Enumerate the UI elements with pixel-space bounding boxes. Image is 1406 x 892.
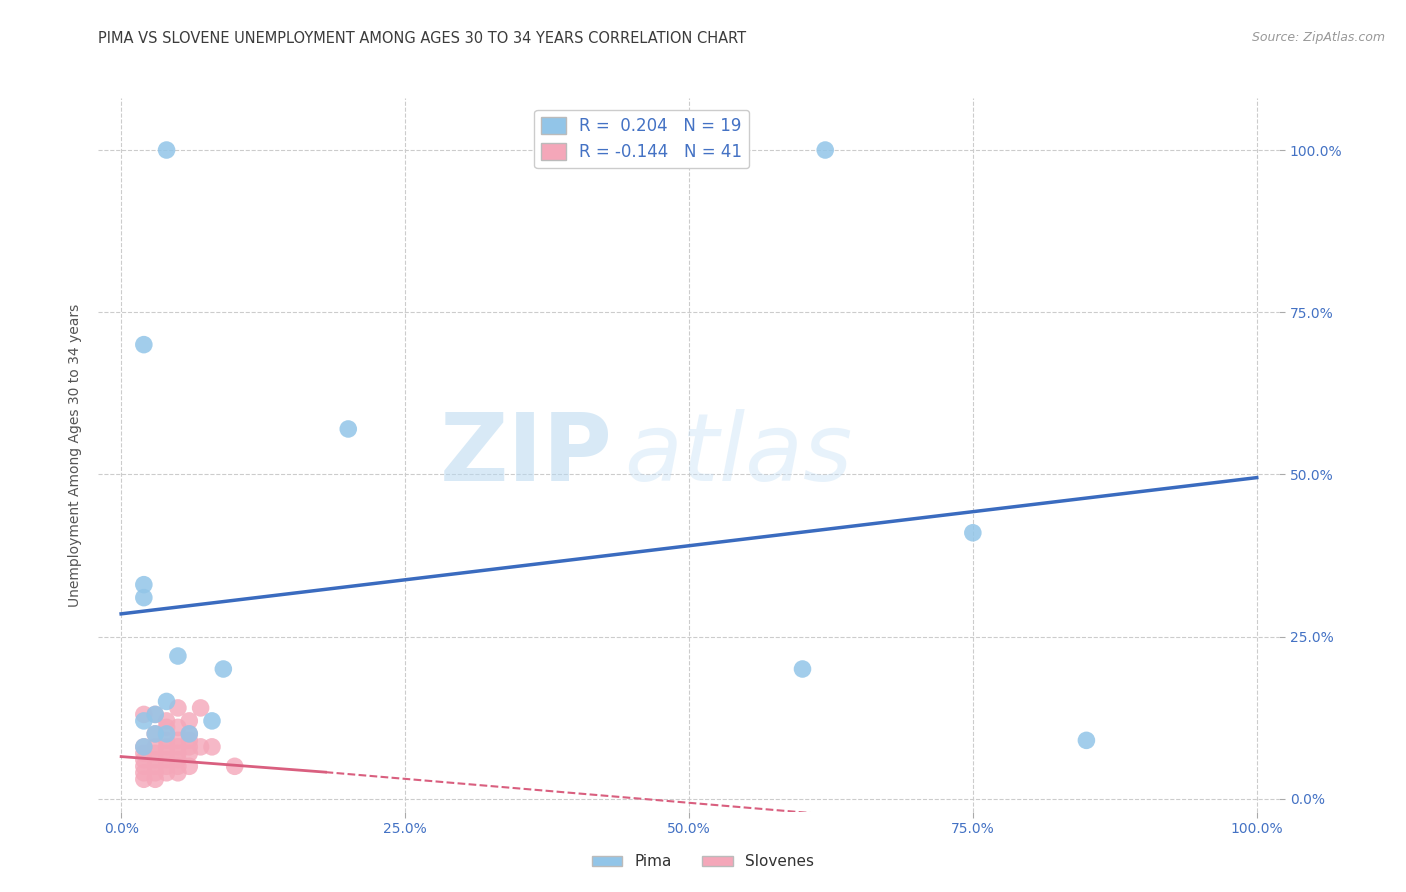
Point — [167, 747, 190, 761]
Point — [167, 765, 190, 780]
Point — [190, 701, 212, 715]
Point — [143, 765, 166, 780]
Legend: Pima, Slovenes: Pima, Slovenes — [586, 848, 820, 875]
Point — [201, 714, 224, 728]
Point — [814, 143, 837, 157]
Point — [167, 701, 190, 715]
Point — [179, 759, 201, 773]
Point — [1076, 733, 1098, 747]
Point — [155, 694, 177, 708]
Point — [143, 772, 166, 787]
Point — [201, 739, 224, 754]
Point — [143, 759, 166, 773]
Point — [155, 739, 177, 754]
Point — [132, 337, 155, 351]
Point — [132, 753, 155, 767]
Point — [155, 753, 177, 767]
Point — [143, 753, 166, 767]
Point — [190, 739, 212, 754]
Point — [155, 747, 177, 761]
Text: PIMA VS SLOVENE UNEMPLOYMENT AMONG AGES 30 TO 34 YEARS CORRELATION CHART: PIMA VS SLOVENE UNEMPLOYMENT AMONG AGES … — [98, 31, 747, 46]
Point — [179, 747, 201, 761]
Point — [132, 714, 155, 728]
Text: Source: ZipAtlas.com: Source: ZipAtlas.com — [1251, 31, 1385, 45]
Point — [155, 727, 177, 741]
Point — [167, 733, 190, 747]
Point — [132, 747, 155, 761]
Point — [143, 739, 166, 754]
Y-axis label: Unemployment Among Ages 30 to 34 years: Unemployment Among Ages 30 to 34 years — [69, 303, 83, 607]
Point — [143, 747, 166, 761]
Point — [143, 727, 166, 741]
Point — [155, 765, 177, 780]
Point — [143, 707, 166, 722]
Point — [167, 648, 190, 663]
Point — [132, 577, 155, 591]
Point — [212, 662, 235, 676]
Point — [167, 753, 190, 767]
Point — [132, 765, 155, 780]
Point — [179, 733, 201, 747]
Point — [167, 739, 190, 754]
Point — [155, 733, 177, 747]
Point — [132, 759, 155, 773]
Text: atlas: atlas — [624, 409, 852, 500]
Point — [155, 759, 177, 773]
Point — [132, 591, 155, 605]
Point — [179, 727, 201, 741]
Point — [337, 422, 360, 436]
Point — [179, 714, 201, 728]
Point — [155, 720, 177, 734]
Point — [155, 714, 177, 728]
Text: ZIP: ZIP — [439, 409, 612, 501]
Point — [143, 707, 166, 722]
Point — [167, 720, 190, 734]
Point — [962, 525, 984, 540]
Legend: R =  0.204   N = 19, R = -0.144   N = 41: R = 0.204 N = 19, R = -0.144 N = 41 — [534, 110, 749, 168]
Point — [179, 727, 201, 741]
Point — [224, 759, 246, 773]
Point — [792, 662, 814, 676]
Point — [167, 759, 190, 773]
Point — [132, 707, 155, 722]
Point — [132, 739, 155, 754]
Point — [143, 727, 166, 741]
Point — [132, 772, 155, 787]
Point — [132, 739, 155, 754]
Point — [179, 739, 201, 754]
Point — [155, 143, 177, 157]
